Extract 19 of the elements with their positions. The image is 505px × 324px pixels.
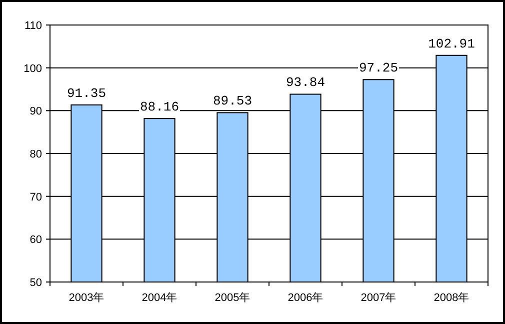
data-label: 91.35 (66, 86, 106, 101)
x-tick-label: 2005年 (214, 292, 250, 304)
y-tick-label: 70 (30, 191, 42, 204)
x-tick-label: 2004年 (142, 292, 178, 304)
x-tick-label: 2008年 (434, 292, 470, 304)
x-tick-label: 2007年 (360, 292, 396, 304)
data-label: 89.53 (212, 94, 252, 109)
y-tick-label: 100 (24, 62, 42, 75)
y-tick-label: 60 (30, 234, 42, 246)
y-tick-label: 50 (30, 277, 42, 289)
y-tick-label: 110 (24, 20, 42, 32)
data-label: 97.25 (358, 60, 398, 76)
x-tick-label: 2006年 (288, 292, 324, 304)
data-label: 102.91 (428, 36, 476, 52)
data-label: 93.84 (286, 75, 326, 90)
y-tick-label: 90 (30, 106, 42, 118)
x-tick-label: 2003年 (68, 292, 104, 304)
data-label: 88.16 (140, 100, 180, 115)
y-tick-label: 80 (30, 148, 42, 160)
